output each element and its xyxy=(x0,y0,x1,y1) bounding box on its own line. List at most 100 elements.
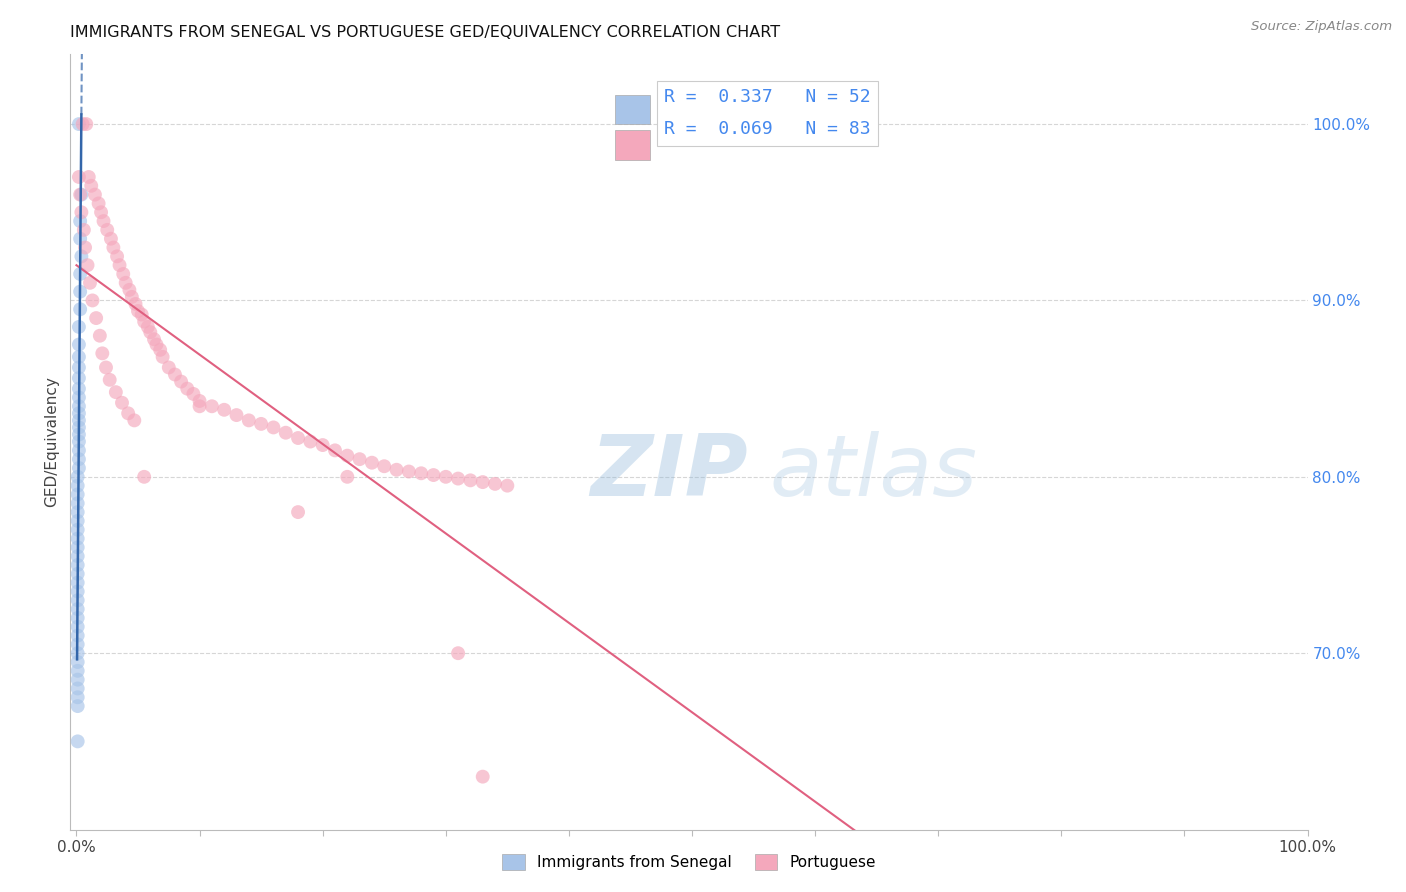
Point xyxy=(69,302,91,317)
Point xyxy=(98,373,121,387)
Point xyxy=(188,394,211,409)
Point xyxy=(82,293,104,308)
Point xyxy=(134,470,156,484)
Point xyxy=(105,249,128,263)
Point xyxy=(67,350,90,364)
Point xyxy=(67,434,90,449)
Point xyxy=(67,319,90,334)
Point xyxy=(66,470,89,484)
Text: ZIP: ZIP xyxy=(591,431,748,514)
Point xyxy=(77,169,100,184)
Point xyxy=(67,360,90,375)
Point xyxy=(262,420,284,434)
Point xyxy=(66,637,89,651)
Point xyxy=(121,290,143,304)
Point xyxy=(87,196,110,211)
Point xyxy=(250,417,273,431)
Point xyxy=(385,463,408,477)
Text: Source: ZipAtlas.com: Source: ZipAtlas.com xyxy=(1251,20,1392,33)
Point xyxy=(145,337,167,351)
Point xyxy=(117,406,139,420)
Point xyxy=(201,399,224,413)
Point xyxy=(91,346,114,360)
Point xyxy=(163,368,186,382)
Point xyxy=(361,456,384,470)
Point xyxy=(274,425,297,440)
Point xyxy=(66,558,89,572)
Point xyxy=(67,406,90,420)
Point xyxy=(69,285,91,299)
Point xyxy=(460,474,482,488)
Text: R =  0.337   N = 52
R =  0.069   N = 83: R = 0.337 N = 52 R = 0.069 N = 83 xyxy=(664,88,870,138)
FancyBboxPatch shape xyxy=(614,130,650,160)
Point xyxy=(447,646,470,660)
Point xyxy=(93,214,115,228)
Point xyxy=(66,620,89,634)
Point xyxy=(67,399,90,413)
Point xyxy=(67,371,90,385)
Point xyxy=(447,472,470,486)
Point xyxy=(124,413,146,427)
Point xyxy=(66,575,89,590)
Point xyxy=(66,593,89,607)
Point xyxy=(170,375,193,389)
Point xyxy=(114,276,136,290)
Point xyxy=(67,461,90,475)
Text: atlas: atlas xyxy=(769,431,977,514)
Point xyxy=(73,223,96,237)
Point xyxy=(66,549,89,564)
Point xyxy=(496,478,519,492)
Point xyxy=(90,205,112,219)
Point xyxy=(131,308,153,322)
Point xyxy=(67,169,90,184)
Point xyxy=(471,475,494,489)
Point xyxy=(66,496,89,510)
Point xyxy=(84,311,107,326)
Point xyxy=(143,332,166,346)
Point xyxy=(66,541,89,555)
Point xyxy=(76,258,98,272)
Point xyxy=(66,681,89,696)
FancyBboxPatch shape xyxy=(614,95,650,124)
Point xyxy=(70,205,93,219)
Point xyxy=(66,699,89,714)
Point xyxy=(66,523,89,537)
Point xyxy=(176,382,198,396)
Point xyxy=(336,470,359,484)
Point xyxy=(287,505,309,519)
Point xyxy=(225,408,247,422)
Point xyxy=(75,117,97,131)
Point xyxy=(67,382,90,396)
Point xyxy=(66,487,89,501)
Point xyxy=(157,360,180,375)
Point xyxy=(127,304,149,318)
Point xyxy=(96,223,118,237)
Point xyxy=(183,387,205,401)
Point xyxy=(89,328,111,343)
Y-axis label: GED/Equivalency: GED/Equivalency xyxy=(44,376,59,507)
Point xyxy=(67,413,90,427)
Point xyxy=(422,468,444,483)
Point xyxy=(112,267,135,281)
Point xyxy=(66,532,89,546)
Point xyxy=(149,343,172,357)
Point xyxy=(67,391,90,405)
Point xyxy=(66,611,89,625)
Point xyxy=(312,438,335,452)
Point xyxy=(69,232,91,246)
Point xyxy=(80,178,103,193)
Point xyxy=(323,443,346,458)
Point xyxy=(66,690,89,705)
Point xyxy=(75,240,97,255)
Point xyxy=(104,385,127,400)
Point xyxy=(349,452,371,467)
Point xyxy=(69,187,91,202)
Point xyxy=(67,117,90,131)
Point xyxy=(66,664,89,678)
Point xyxy=(70,249,93,263)
Point xyxy=(67,420,90,434)
Point xyxy=(238,413,260,427)
Point xyxy=(111,396,134,410)
Point xyxy=(471,770,494,784)
Point xyxy=(152,350,174,364)
